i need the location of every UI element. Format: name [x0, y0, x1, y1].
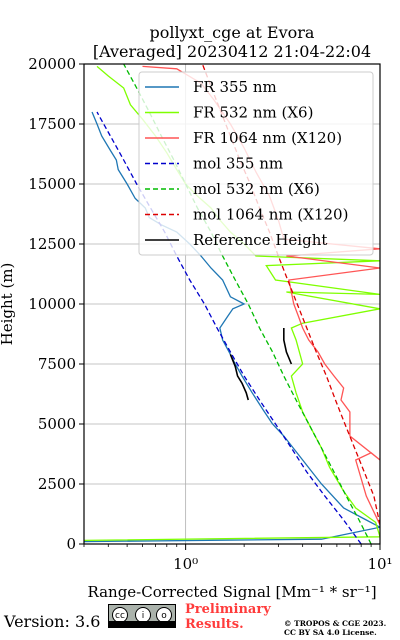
legend-label: mol 355 nm — [193, 155, 283, 173]
series-line-3 — [96, 111, 362, 544]
y-tick-label: 5000 — [38, 415, 76, 433]
y-tick-label: 0 — [66, 535, 76, 553]
legend-label: FR 355 nm — [193, 78, 277, 96]
series-line-reference-height — [283, 328, 293, 365]
legend-box — [138, 71, 374, 256]
cc-license-badge[interactable]: cc i o — [108, 604, 176, 628]
legend-label: FR 532 nm (X6) — [193, 104, 313, 122]
x-tick-label: 10¹ — [367, 555, 392, 573]
copyright-notice: © TROPOS & CGE 2023. CC BY SA 4.0 Licens… — [284, 619, 386, 637]
y-tick-label: 17500 — [28, 115, 76, 133]
legend-label: mol 1064 nm (X120) — [193, 206, 348, 224]
series-line-0 — [84, 111, 380, 543]
preliminary-line-2: Results. — [185, 617, 244, 632]
chart-title: pollyxt_cge at Evora — [150, 23, 315, 42]
cc-badge-bar — [109, 621, 175, 627]
copyright-line-1: © TROPOS & CGE 2023. — [284, 619, 387, 628]
y-tick-label: 20000 — [28, 55, 76, 73]
y-tick-label: 12500 — [28, 235, 76, 253]
lidar-profile-chart: pollyxt_cge at Evora [Averaged] 20230412… — [0, 23, 393, 600]
copyright-line-2: CC BY SA 4.0 License. — [284, 628, 377, 637]
version-label: Version: 3.6 — [4, 612, 101, 631]
y-tick-label: 10000 — [28, 295, 76, 313]
axes: 0 2500 5000 7500 10000 12500 15000 17500 20000 10… — [28, 55, 392, 573]
y-tick-label: 2500 — [38, 475, 76, 493]
legend-label: Reference Height — [193, 231, 327, 249]
chart-subtitle: [Averaged] 20230412 21:04-22:04 — [93, 42, 371, 61]
preliminary-notice: Preliminary Results. — [185, 602, 271, 632]
legend: FR 355 nm FR 532 nm (X6) FR 1064 nm (X120)… — [138, 71, 374, 256]
legend-label: mol 532 nm (X6) — [193, 180, 320, 198]
preliminary-line-1: Preliminary — [185, 602, 271, 617]
y-tick-label: 7500 — [38, 355, 76, 373]
y-tick-label: 15000 — [28, 175, 76, 193]
x-tick-label: 10⁰ — [173, 555, 198, 573]
y-axis-label: Height (m) — [0, 263, 16, 346]
series-line-reference-height — [229, 354, 250, 401]
legend-label: FR 1064 nm (X120) — [193, 129, 342, 147]
x-axis-label: Range-Corrected Signal [Mm⁻¹ * sr⁻¹] — [87, 583, 376, 600]
